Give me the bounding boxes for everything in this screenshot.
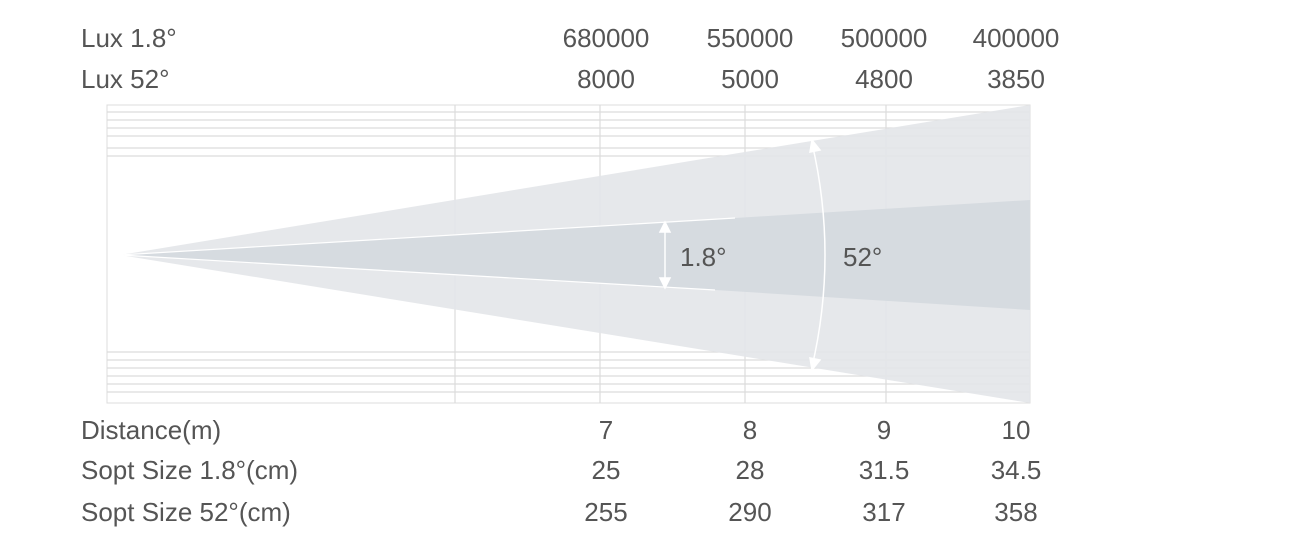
angle-arrows — [658, 138, 826, 372]
row-value: 400000 — [973, 23, 1060, 53]
row-value: 550000 — [707, 23, 794, 53]
row-value: 34.5 — [991, 455, 1042, 485]
narrow-angle-label: 1.8° — [680, 242, 727, 272]
row-label: Lux 52° — [81, 64, 169, 94]
row-value: 680000 — [563, 23, 650, 53]
row-value: 25 — [592, 455, 621, 485]
narrow-beam — [120, 200, 1030, 310]
row-label: Lux 1.8° — [81, 23, 177, 53]
row-value: 500000 — [841, 23, 928, 53]
row-value: 3850 — [987, 64, 1045, 94]
row-value: 28 — [736, 455, 765, 485]
wide-angle-label: 52° — [843, 242, 882, 272]
row-value: 7 — [599, 415, 613, 445]
row-value: 9 — [877, 415, 891, 445]
row-value: 290 — [728, 497, 771, 527]
row-value: 317 — [862, 497, 905, 527]
row-value: 10 — [1002, 415, 1031, 445]
row-value: 5000 — [721, 64, 779, 94]
row-label: Sopt Size 1.8°(cm) — [81, 455, 298, 485]
row-value: 8 — [743, 415, 757, 445]
row-value: 358 — [994, 497, 1037, 527]
row-value: 8000 — [577, 64, 635, 94]
row-label: Distance(m) — [81, 415, 221, 445]
row-value: 4800 — [855, 64, 913, 94]
row-value: 31.5 — [859, 455, 910, 485]
row-label: Sopt Size 52°(cm) — [81, 497, 291, 527]
row-value: 255 — [584, 497, 627, 527]
